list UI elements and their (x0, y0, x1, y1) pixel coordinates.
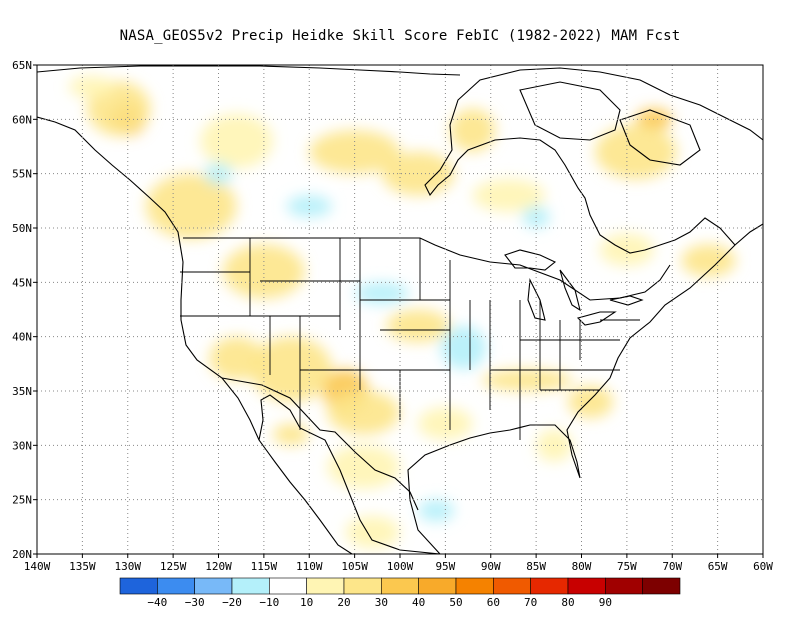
colorbar-swatch (455, 577, 494, 595)
score-region-10 (635, 108, 673, 131)
colorbar-swatch (418, 577, 457, 595)
lat-tick-label: 50N (12, 222, 32, 235)
latitude-tick-labels: 20N 25N 30N 35N 40N 45N 50N 55N 60N 65N (12, 59, 37, 561)
score-region-27 (418, 499, 455, 522)
lat-tick-label: 55N (12, 168, 32, 181)
score-region-24 (418, 407, 473, 440)
score-region-14 (223, 244, 305, 299)
colorbar-swatch (605, 577, 643, 595)
lon-tick-label: 135W (69, 560, 96, 573)
score-region-19 (386, 309, 450, 343)
colorbar-swatch (381, 577, 419, 595)
score-region-22 (481, 369, 573, 391)
colorbar-label: 50 (449, 596, 462, 609)
score-region-7 (472, 179, 546, 212)
lon-tick-label: 90W (481, 560, 501, 573)
lat-lon-gridlines (37, 65, 763, 554)
colorbar-label: 80 (561, 596, 574, 609)
score-region-23 (567, 385, 614, 419)
lon-tick-label: 125W (160, 560, 187, 573)
colorbar-label: −20 (222, 596, 242, 609)
colorbar-label: −40 (147, 596, 167, 609)
score-region-15 (209, 336, 264, 381)
colorbar-label: 90 (599, 596, 612, 609)
colorbar-swatch (493, 577, 531, 595)
score-region-12 (681, 244, 736, 277)
colorbar-label: 20 (337, 596, 350, 609)
colorbar-swatch (642, 577, 681, 595)
coastline-north-america (37, 65, 763, 554)
lon-tick-label: 75W (617, 560, 637, 573)
colorbar-swatch (119, 577, 158, 595)
lat-tick-label: 25N (12, 494, 32, 507)
lon-tick-label: 70W (662, 560, 682, 573)
colorbar-swatch (194, 577, 233, 595)
lat-tick-label: 30N (12, 439, 32, 452)
lon-tick-label: 110W (296, 560, 323, 573)
state-boundaries (180, 238, 640, 440)
colorbar-label: 10 (300, 596, 313, 609)
hudson-bay-islands (519, 81, 701, 166)
lat-tick-label: 60N (12, 113, 32, 126)
lon-tick-label: 85W (526, 560, 546, 573)
colorbar-swatch (231, 577, 270, 595)
colorbar-swatch (343, 577, 382, 595)
lon-tick-label: 60W (753, 560, 773, 573)
geographic-boundaries (37, 65, 763, 554)
score-region-18 (327, 391, 401, 435)
score-region-21 (440, 325, 487, 370)
lon-tick-label: 105W (341, 560, 368, 573)
colorbar-label: −30 (185, 596, 205, 609)
score-region-29 (536, 429, 573, 462)
lon-tick-label: 80W (572, 560, 592, 573)
lon-tick-label: 120W (205, 560, 232, 573)
score-region-4 (309, 130, 400, 174)
score-region-3 (200, 113, 273, 169)
score-region-16 (250, 336, 332, 402)
colorbar-swatch (269, 577, 307, 595)
score-region-11 (595, 124, 677, 180)
colorbar-swatch (567, 577, 606, 595)
colorbar-legend: −40 −30 −20 −10 10 20 30 40 50 60 70 80 90 (119, 577, 681, 609)
score-region-31 (68, 75, 115, 98)
colorbar-label: −10 (259, 596, 279, 609)
lon-tick-label: 140W (24, 560, 51, 573)
score-region-6 (449, 108, 496, 152)
colorbar-swatch (306, 577, 345, 595)
lat-tick-label: 45N (12, 276, 32, 289)
lon-tick-label: 100W (387, 560, 414, 573)
score-region-26 (272, 423, 310, 446)
score-region-25 (327, 445, 401, 489)
score-region-2 (145, 173, 237, 239)
lon-tick-label: 65W (708, 560, 728, 573)
lat-tick-label: 40N (12, 331, 32, 344)
map-title: NASA_GEOS5v2 Precip Heidke Skill Score F… (119, 28, 681, 44)
score-region-8 (286, 195, 332, 218)
lon-tick-label: 115W (251, 560, 278, 573)
us-canada-border (183, 237, 671, 301)
colorbar-swatch (157, 577, 195, 595)
longitude-tick-labels: 140W 135W 130W 125W 120W 115W 110W 105W 100W 95W 9… (24, 554, 773, 573)
lat-tick-label: 65N (12, 59, 32, 72)
colorbar-swatch (530, 577, 569, 595)
lat-tick-label: 35N (12, 385, 32, 398)
score-region-5 (381, 151, 455, 196)
score-region-28 (345, 515, 400, 549)
colorbar-label: 30 (375, 596, 388, 609)
colorbar-label: 60 (487, 596, 500, 609)
colorbar-label: 40 (412, 596, 425, 609)
lon-tick-label: 130W (115, 560, 142, 573)
us-mexico-border (221, 377, 419, 511)
lat-tick-label: 20N (12, 548, 32, 561)
lon-tick-label: 95W (435, 560, 455, 573)
score-region-20 (354, 282, 410, 305)
colorbar-label: 70 (524, 596, 537, 609)
